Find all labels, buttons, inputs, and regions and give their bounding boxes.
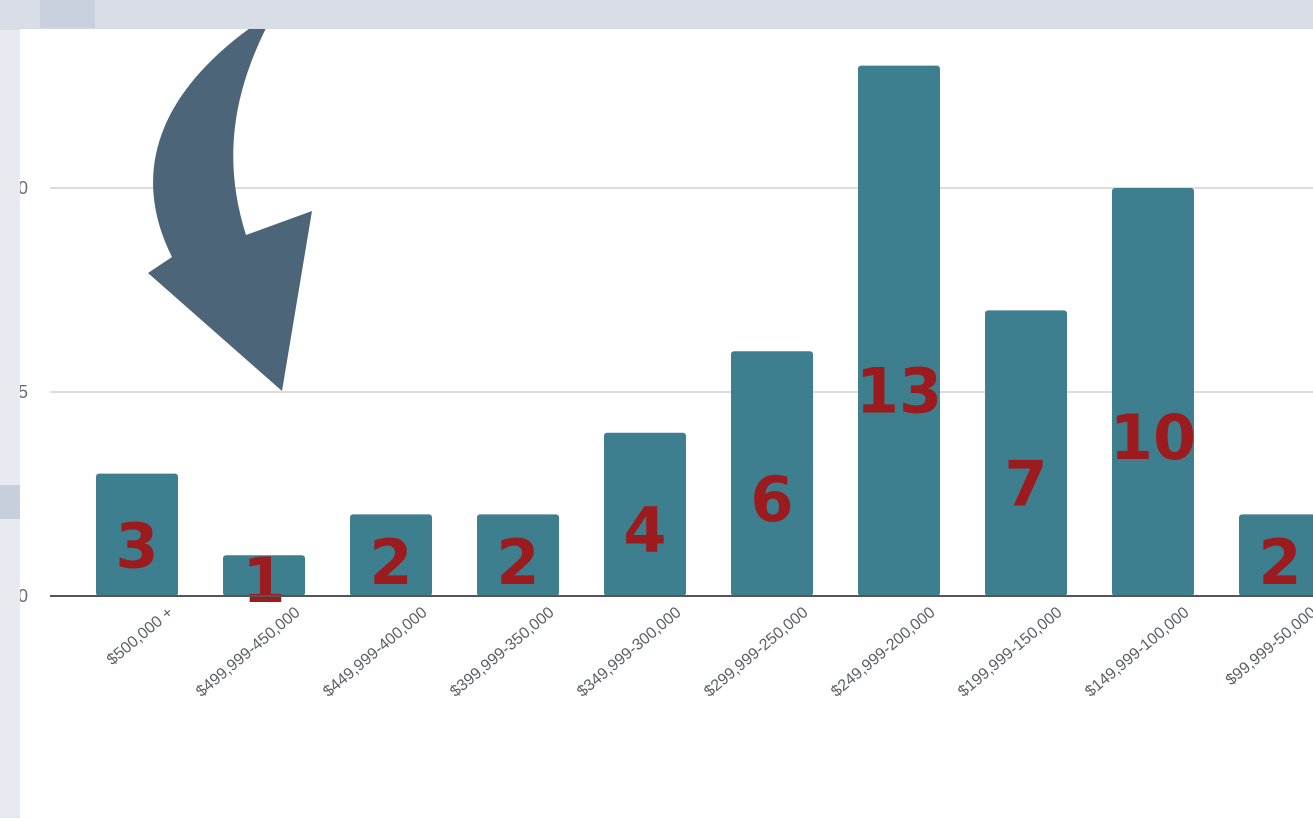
bar-value-label: 10 xyxy=(1110,401,1196,474)
bar[interactable] xyxy=(731,351,813,596)
x-axis-tick-labels: $500,000 + $499,999-450,000 $449,999-400,0… xyxy=(104,604,1313,701)
bar[interactable] xyxy=(96,473,178,596)
sidebar-selected-marker[interactable] xyxy=(0,485,20,519)
bar-value-label: 2 xyxy=(1258,526,1301,599)
bar[interactable] xyxy=(477,514,559,596)
bar-value-label: 13 xyxy=(856,354,942,427)
grid-lines xyxy=(50,187,1313,393)
top-toolbar-strip xyxy=(0,0,1313,30)
value-labels: 3 1 2 2 4 6 13 7 10 2 xyxy=(115,354,1301,617)
bar[interactable] xyxy=(1112,188,1194,596)
y-tick-label: 5 xyxy=(20,382,28,402)
bar-value-label: 2 xyxy=(369,526,412,599)
bar-value-label: 6 xyxy=(750,463,793,536)
bar-value-label: 3 xyxy=(115,509,158,582)
bar-value-label: 1 xyxy=(242,544,285,617)
x-tick-label: $199,999-150,000 xyxy=(955,604,1066,701)
x-tick-label: $149,999-100,000 xyxy=(1082,604,1193,701)
chart-panel: 0 5 0 3 1 2 2 4 6 13 7 10 2 $500,000 + $499,999-450,… xyxy=(20,28,1313,818)
curved-arrow-icon xyxy=(148,29,312,391)
x-tick-label: $449,999-400,000 xyxy=(320,604,431,701)
bar[interactable] xyxy=(350,514,432,596)
bar[interactable] xyxy=(604,432,686,596)
x-tick-label: $299,999-250,000 xyxy=(701,604,812,701)
bar[interactable] xyxy=(985,310,1067,596)
bar-value-label: 4 xyxy=(623,494,666,567)
bar[interactable] xyxy=(1239,514,1313,596)
x-tick-label: $499,999-450,000 xyxy=(193,604,304,701)
x-tick-label: $500,000 + xyxy=(104,604,177,669)
left-sidebar-rail xyxy=(0,30,20,817)
bars xyxy=(96,65,1313,597)
y-tick-label: 0 xyxy=(20,586,28,606)
x-tick-label: $399,999-350,000 xyxy=(447,604,558,701)
bar-chart: 0 5 0 3 1 2 2 4 6 13 7 10 2 $500,000 + $499,999-450,… xyxy=(20,29,1313,701)
y-axis-ticks: 0 5 0 xyxy=(20,178,28,606)
x-tick-label: $249,999-200,000 xyxy=(828,604,939,701)
bar[interactable] xyxy=(223,555,305,596)
y-tick-label: 0 xyxy=(20,178,28,198)
arrow-shape xyxy=(148,29,312,391)
toolbar-tab-chip[interactable] xyxy=(40,0,95,30)
bar-value-label: 7 xyxy=(1004,447,1047,520)
bar[interactable] xyxy=(858,65,940,597)
x-tick-label: $349,999-300,000 xyxy=(574,604,685,701)
x-tick-label: $99,999-50,000 xyxy=(1223,604,1313,689)
bar-value-label: 2 xyxy=(496,526,539,599)
